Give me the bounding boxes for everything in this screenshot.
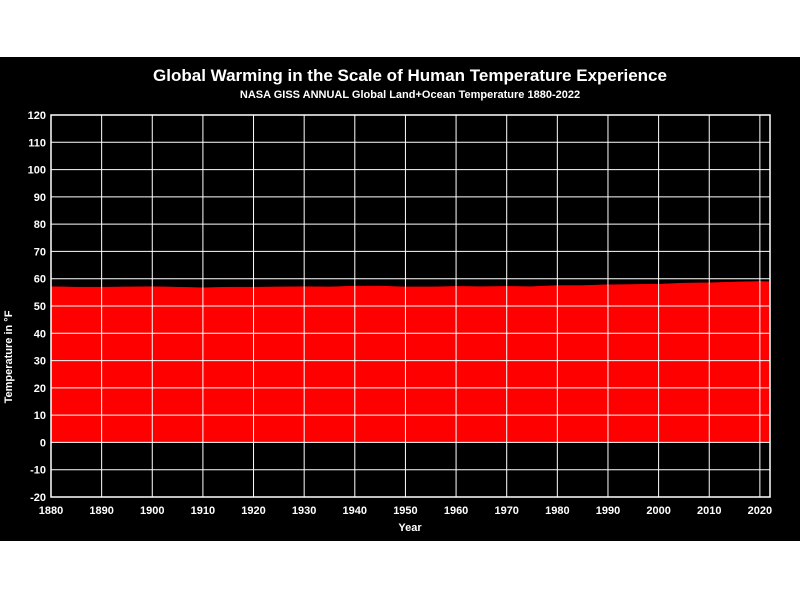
x-tick-label: 1890 — [89, 505, 113, 517]
x-tick-label: 2020 — [748, 505, 772, 517]
y-tick-label: 70 — [34, 246, 46, 258]
x-tick-label: 1980 — [545, 505, 569, 517]
x-tick-label: 1920 — [241, 505, 265, 517]
x-tick-label: 1930 — [292, 505, 316, 517]
x-tick-label: 1880 — [39, 505, 63, 517]
y-tick-label: 30 — [34, 356, 46, 368]
x-tick-label: 1950 — [393, 505, 417, 517]
x-tick-label: 2000 — [646, 505, 670, 517]
x-tick-label: 1990 — [596, 505, 620, 517]
x-tick-label: 1910 — [191, 505, 215, 517]
y-tick-label: 0 — [40, 437, 46, 449]
x-tick-label: 2010 — [697, 505, 721, 517]
y-tick-label: 80 — [34, 219, 46, 231]
y-tick-label: 100 — [28, 165, 46, 177]
temperature-area — [50, 281, 771, 443]
y-tick-label: 60 — [34, 274, 46, 286]
y-tick-label: -20 — [30, 492, 46, 504]
y-tick-label: 20 — [34, 383, 46, 395]
chart-frame: 1880 1890 1900 1910 1920 1930 1940 1950 1960 1970… — [0, 57, 800, 541]
y-tick-label: 40 — [34, 328, 46, 340]
chart-title: Global Warming in the Scale of Human Tem… — [153, 66, 667, 85]
y-tick-label: 90 — [34, 192, 46, 204]
x-axis-label: Year — [398, 522, 422, 534]
chart-subtitle: NASA GISS ANNUAL Global Land+Ocean Tempe… — [240, 89, 580, 101]
y-tick-label: -10 — [30, 465, 46, 477]
plot-border — [50, 114, 771, 498]
y-tick-label: 120 — [28, 110, 46, 122]
y-axis-label: Temperature in °F — [3, 310, 15, 403]
x-tick-label: 1940 — [343, 505, 367, 517]
y-tick-label: 10 — [34, 410, 46, 422]
chart-svg: 1880 1890 1900 1910 1920 1930 1940 1950 1960 1970… — [3, 66, 772, 534]
x-tick-label: 1900 — [140, 505, 164, 517]
y-tick-label: 50 — [34, 301, 46, 313]
x-tick-label: 1960 — [444, 505, 468, 517]
x-tick-label: 1970 — [494, 505, 518, 517]
y-tick-label: 110 — [28, 137, 46, 149]
